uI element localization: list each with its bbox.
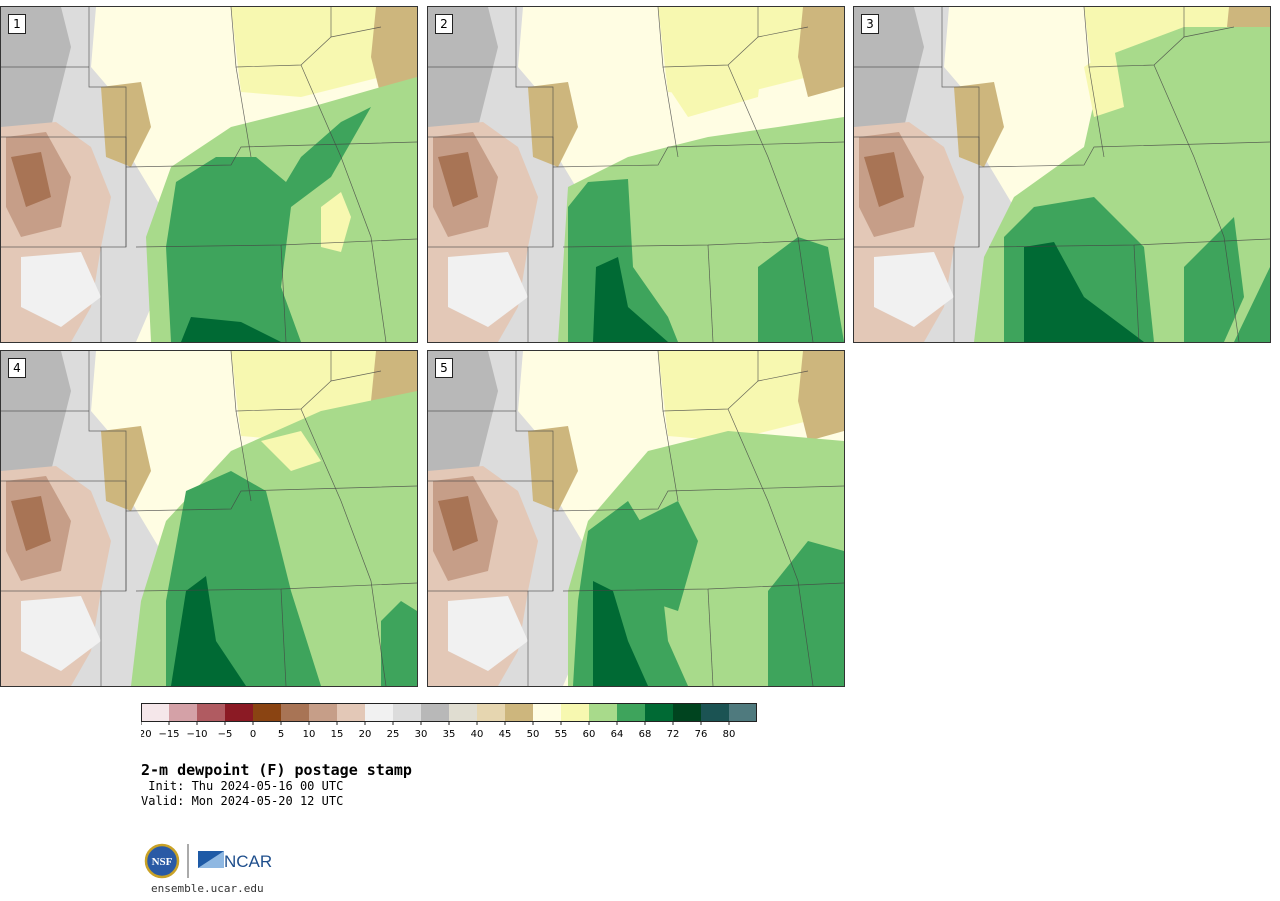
colorbar-tick-label: 0 — [250, 729, 256, 740]
colorbar-swatch — [729, 703, 757, 722]
dewpoint-map — [428, 351, 844, 686]
colorbar-tick-label: 72 — [667, 729, 680, 740]
colorbar-tick-label: −20 — [141, 729, 152, 740]
member-map-panel: 3 — [853, 6, 1271, 343]
colorbar-swatch — [533, 703, 561, 722]
colorbar-tick-label: −15 — [158, 729, 179, 740]
member-number-label: 4 — [8, 358, 26, 378]
colorbar-tick-label: 15 — [331, 729, 344, 740]
member-map-panel: 5 — [427, 350, 845, 687]
website-url: ensemble.ucar.edu — [151, 882, 264, 895]
colorbar-swatch — [449, 703, 477, 722]
colorbar-tick-label: 64 — [611, 729, 624, 740]
member-number-label: 3 — [861, 14, 879, 34]
colorbar-swatch — [309, 703, 337, 722]
colorbar-swatch — [617, 703, 645, 722]
colorbar-swatch — [253, 703, 281, 722]
colorbar-tick-label: 45 — [499, 729, 512, 740]
colorbar-swatch — [141, 703, 169, 722]
colorbar-swatch — [701, 703, 729, 722]
colorbar-tick-label: 20 — [359, 729, 372, 740]
colorbar-swatch — [225, 703, 253, 722]
colorbar-swatch — [421, 703, 449, 722]
nsf-logo-text: NSF — [152, 856, 173, 868]
product-title: 2-m dewpoint (F) postage stamp — [141, 761, 412, 779]
colorbar-tick-label: 40 — [471, 729, 484, 740]
member-number-label: 2 — [435, 14, 453, 34]
colorbar-swatch — [337, 703, 365, 722]
colorbar: −20 −15 −10 −5 0 5 10 15 20 25 30 35 40 45 50 55 60 64 68 7… — [141, 703, 757, 740]
ncar-logo-text: NCAR — [224, 852, 272, 871]
colorbar-swatch — [645, 703, 673, 722]
colorbar-swatch — [197, 703, 225, 722]
dewpoint-map — [1, 351, 417, 686]
colorbar-tick-label: 80 — [723, 729, 736, 740]
dewpoint-map — [854, 7, 1270, 342]
colorbar-swatch — [561, 703, 589, 722]
dewpoint-map — [1, 7, 417, 342]
nsf-logo-icon — [144, 843, 180, 879]
colorbar-swatch — [169, 703, 197, 722]
member-number-label: 5 — [435, 358, 453, 378]
colorbar-tick-label: 55 — [555, 729, 568, 740]
colorbar-tick-label: 68 — [639, 729, 652, 740]
colorbar-tick-label: 76 — [695, 729, 708, 740]
colorbar-tick-label: 50 — [527, 729, 540, 740]
colorbar-tick-label: 25 — [387, 729, 400, 740]
valid-time: Valid: Mon 2024-05-20 12 UTC — [141, 794, 344, 808]
colorbar-tick-label: 5 — [278, 729, 284, 740]
member-map-panel: 1 — [0, 6, 418, 343]
colorbar-swatch — [365, 703, 393, 722]
colorbar-tick-label: −10 — [186, 729, 207, 740]
nsf-ncar-logo: NSF NCAR — [144, 843, 272, 879]
dewpoint-map — [428, 7, 844, 342]
colorbar-swatch — [505, 703, 533, 722]
member-map-panel: 2 — [427, 6, 845, 343]
colorbar-tick-label: −5 — [218, 729, 233, 740]
colorbar-tick-label: 30 — [415, 729, 428, 740]
colorbar-swatch — [281, 703, 309, 722]
colorbar-swatch — [673, 703, 701, 722]
colorbar-tick-label: 60 — [583, 729, 596, 740]
member-number-label: 1 — [8, 14, 26, 34]
colorbar-swatch — [589, 703, 617, 722]
init-time: Init: Thu 2024-05-16 00 UTC — [141, 779, 344, 793]
colorbar-tick-label: 10 — [303, 729, 316, 740]
colorbar-swatch — [477, 703, 505, 722]
member-map-panel: 4 — [0, 350, 418, 687]
colorbar-tick-label: 35 — [443, 729, 456, 740]
colorbar-swatch — [393, 703, 421, 722]
